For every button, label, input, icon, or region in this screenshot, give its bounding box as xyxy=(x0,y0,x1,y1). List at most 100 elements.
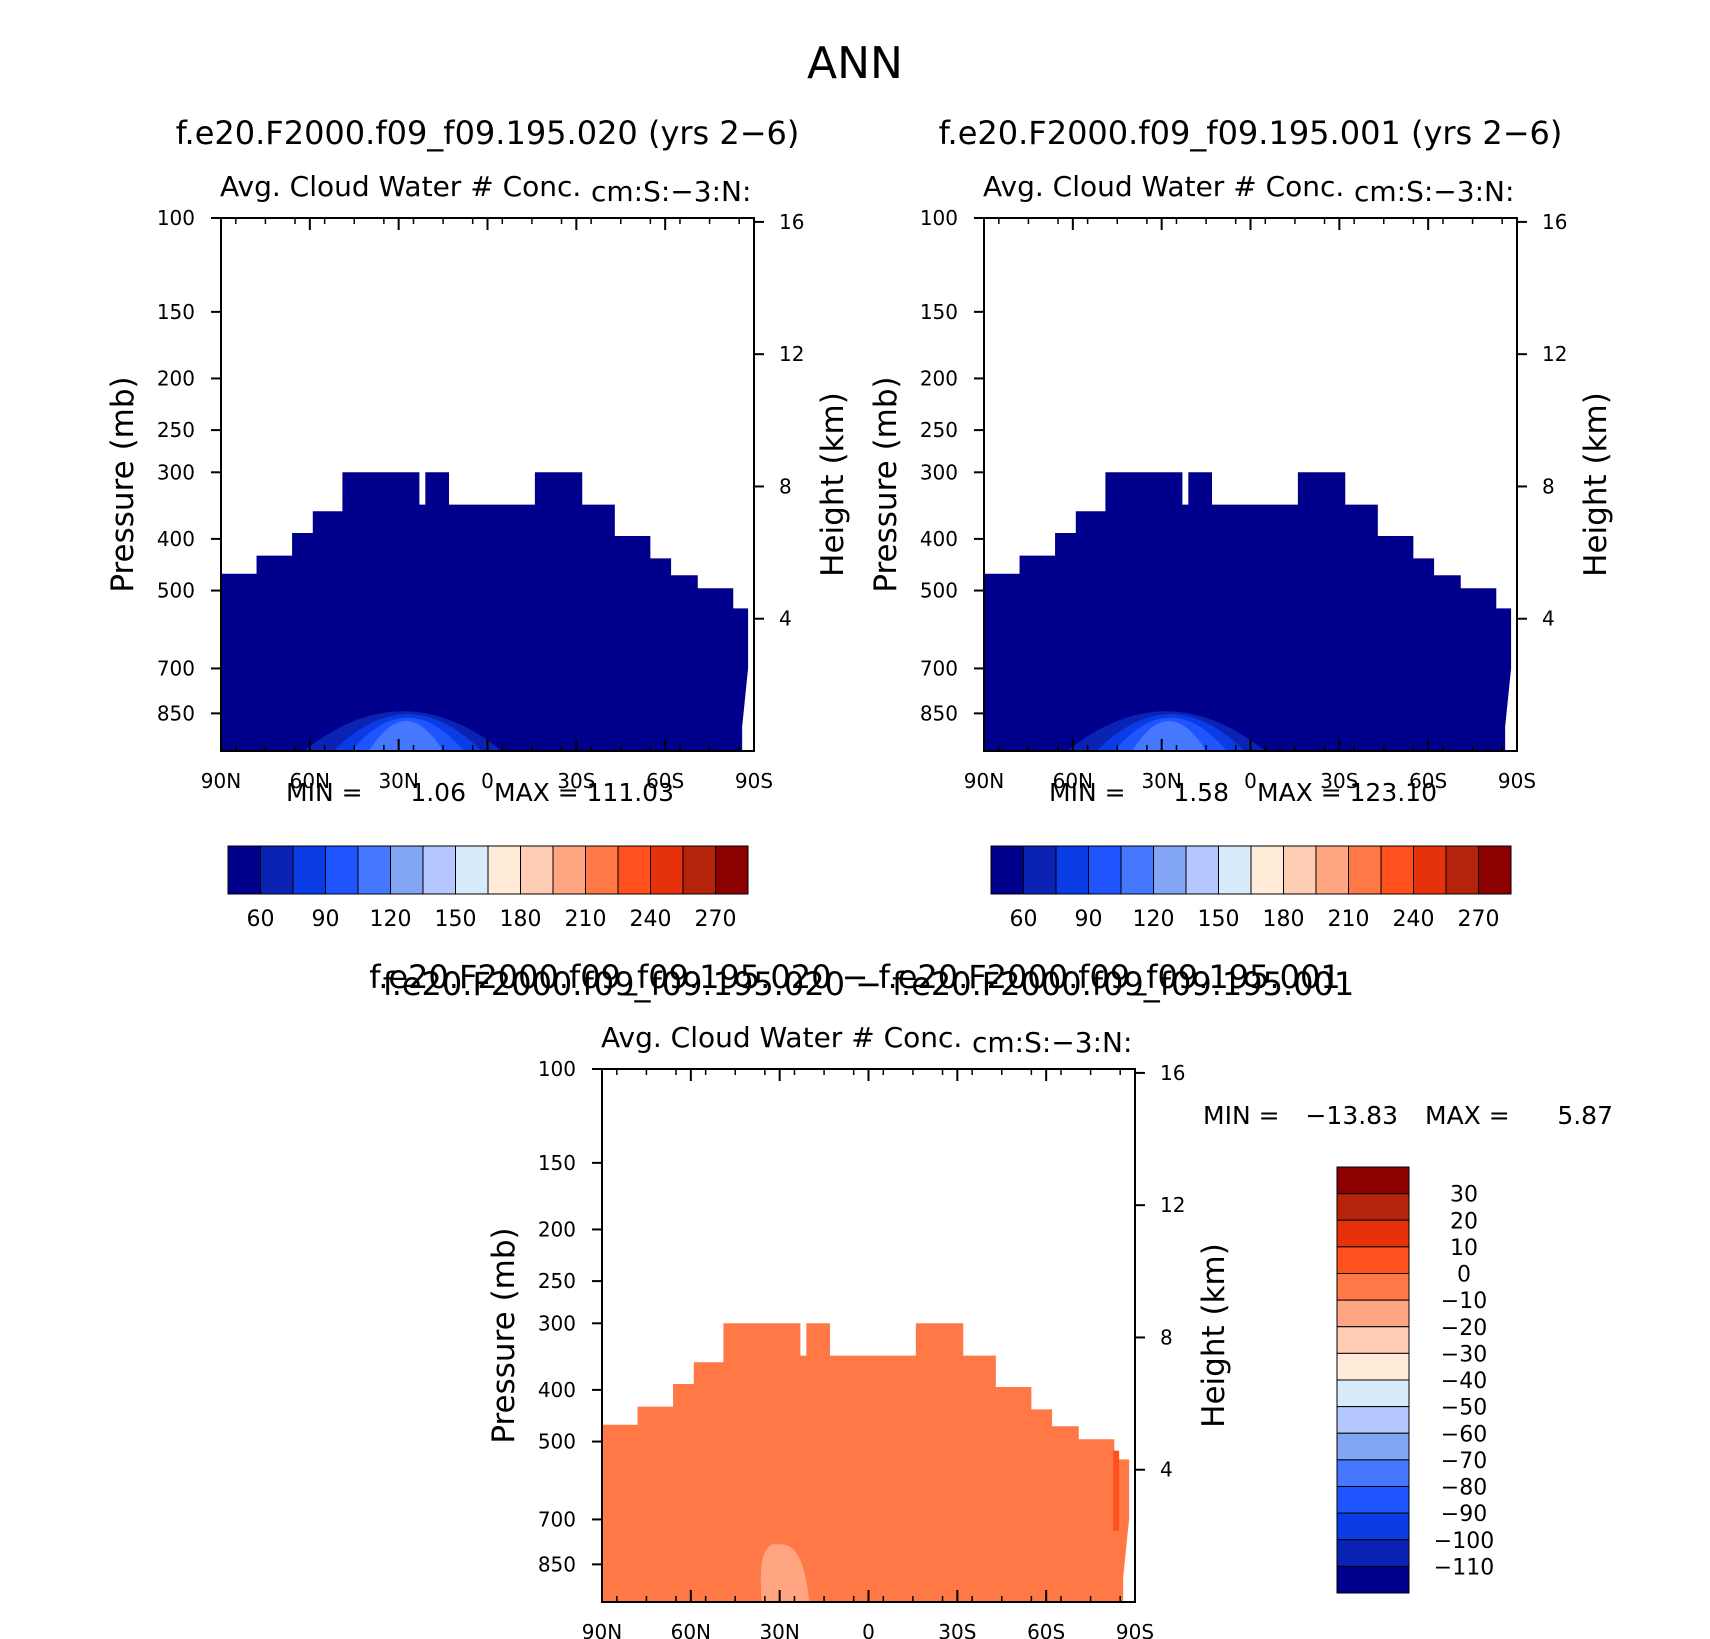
colorbar-box xyxy=(1336,1539,1410,1567)
panel-subtitle-left: Avg. Cloud Water # Conc. xyxy=(601,1021,962,1054)
colorbar-box xyxy=(1336,1565,1410,1594)
panel-2: 90N 60N 30N 0 30S 60S 90S 100 150 200 250 300 400 500… xyxy=(868,114,1614,932)
colorbar-box xyxy=(1336,1432,1410,1461)
colorbar-box xyxy=(990,845,1024,895)
min-label: MIN = xyxy=(1203,1101,1280,1130)
y2-tick-label: 16 xyxy=(1160,1061,1185,1085)
y2-axis-label: Height (km) xyxy=(815,392,851,577)
max-label: MAX = xyxy=(1257,778,1342,807)
colorbar: 60 90 120 150 180 210 240 270 xyxy=(227,845,749,932)
colorbar-label: 10 xyxy=(1450,1236,1478,1261)
colorbar-box xyxy=(422,845,456,895)
colorbar-label: −40 xyxy=(1441,1369,1487,1394)
x-tick-label: 60N xyxy=(671,1620,711,1639)
colorbar-box xyxy=(455,845,489,895)
y2-tick-label: 8 xyxy=(779,474,792,498)
y2-tick-label: 4 xyxy=(1160,1458,1173,1482)
colorbar-label: 210 xyxy=(1328,907,1370,932)
panel-subtitle-right: cm:S:−3:N: xyxy=(972,1026,1132,1059)
colorbar-box xyxy=(1283,845,1317,895)
colorbar-box xyxy=(487,845,521,895)
panel-title: f.e20.F2000.f09_f09.195.020 − f.e20.F200… xyxy=(383,965,1355,1003)
y-tick-label: 150 xyxy=(920,300,958,324)
contour-region-positive xyxy=(1113,1450,1120,1531)
colorbar-box xyxy=(1336,1166,1410,1195)
panel-subtitle-right: cm:S:−3:N: xyxy=(1354,175,1514,208)
colorbar-label: 270 xyxy=(1458,907,1500,932)
colorbar-label: −80 xyxy=(1441,1476,1487,1501)
contour-region-main xyxy=(984,472,1512,751)
colorbar-box xyxy=(1336,1246,1410,1274)
colorbar-box xyxy=(1336,1326,1410,1354)
colorbar-box xyxy=(260,845,294,895)
min-label: MIN = xyxy=(286,778,363,807)
difference-heading: f.e20.F2000.f09_f09.195.020 − f.e20.F200… xyxy=(369,958,1341,996)
colorbar-box xyxy=(1336,1352,1410,1381)
x-tick-label: 30N xyxy=(378,769,418,793)
colorbar-label: 210 xyxy=(565,907,607,932)
colorbar-box xyxy=(1336,1512,1410,1541)
x-tick-label: 60S xyxy=(646,769,684,793)
panel-1: 90N 60N 30N 0 30S 60S 90S 100 150 200 250 300 400 500… xyxy=(105,114,851,932)
colorbar-box xyxy=(390,845,424,895)
colorbar-box xyxy=(552,845,586,895)
y2-tick-label: 16 xyxy=(779,210,804,234)
x-tick-label: 30S xyxy=(1320,769,1358,793)
colorbar-box xyxy=(1336,1219,1410,1248)
colorbar-label: −60 xyxy=(1441,1422,1487,1447)
colorbar-box xyxy=(1348,845,1382,895)
colorbar-label: −10 xyxy=(1441,1289,1487,1314)
colorbar-box xyxy=(650,845,684,895)
y-tick-label: 850 xyxy=(920,701,958,725)
colorbar-box xyxy=(1336,1379,1410,1408)
colorbar-label: −110 xyxy=(1434,1555,1494,1580)
panel-subtitle-right: cm:S:−3:N: xyxy=(591,175,751,208)
x-tick-label: 30N xyxy=(759,1620,799,1639)
colorbar-label: −100 xyxy=(1434,1529,1494,1554)
y-tick-label: 850 xyxy=(157,701,195,725)
x-tick-label: 90S xyxy=(1116,1620,1154,1639)
y2-tick-label: 12 xyxy=(1542,342,1567,366)
y-tick-label: 400 xyxy=(920,527,958,551)
y2-tick-label: 4 xyxy=(779,607,792,631)
colorbar-box xyxy=(1315,845,1349,895)
colorbar-label: 30 xyxy=(1450,1183,1478,1208)
y-tick-label: 150 xyxy=(538,1151,576,1175)
contour-region-main xyxy=(602,1323,1130,1602)
colorbar-box xyxy=(1380,845,1414,895)
colorbar-label: 180 xyxy=(500,907,542,932)
colorbar-box xyxy=(292,845,326,895)
y2-tick-label: 4 xyxy=(1542,607,1555,631)
colorbar-box xyxy=(357,845,391,895)
colorbar-box xyxy=(1250,845,1284,895)
y2-axis-label: Height (km) xyxy=(1578,392,1614,577)
colorbar-box xyxy=(1336,1459,1410,1487)
colorbar-label: −20 xyxy=(1441,1316,1487,1341)
colorbar-label: 150 xyxy=(1198,907,1240,932)
colorbar-box xyxy=(617,845,651,895)
x-tick-label: 60N xyxy=(290,769,330,793)
colorbar-box xyxy=(1478,845,1512,895)
y-tick-label: 500 xyxy=(920,579,958,603)
y-tick-label: 250 xyxy=(157,418,195,442)
y-tick-label: 200 xyxy=(920,366,958,390)
colorbar-box xyxy=(325,845,359,895)
colorbar-box xyxy=(1336,1406,1410,1434)
contour-field xyxy=(602,1323,1130,1602)
x-tick-label: 90S xyxy=(1498,769,1536,793)
min-value: 1.06 xyxy=(410,778,466,807)
colorbar-label: 20 xyxy=(1450,1209,1478,1234)
colorbar: 60 90 120 150 180 210 240 270 xyxy=(990,845,1512,932)
x-tick-label: 0 xyxy=(862,1620,875,1639)
y2-tick-label: 12 xyxy=(1160,1193,1185,1217)
colorbar-box xyxy=(1088,845,1122,895)
contour-field xyxy=(984,472,1512,751)
y-tick-label: 300 xyxy=(157,460,195,484)
y2-tick-label: 12 xyxy=(779,342,804,366)
colorbar: 3020100−10−20−30−40−50−60−70−80−90−100−1… xyxy=(1336,1166,1494,1594)
x-tick-label: 90N xyxy=(964,769,1004,793)
y-tick-label: 400 xyxy=(157,527,195,551)
colorbar-box xyxy=(1336,1193,1410,1221)
x-tick-label: 30S xyxy=(557,769,595,793)
